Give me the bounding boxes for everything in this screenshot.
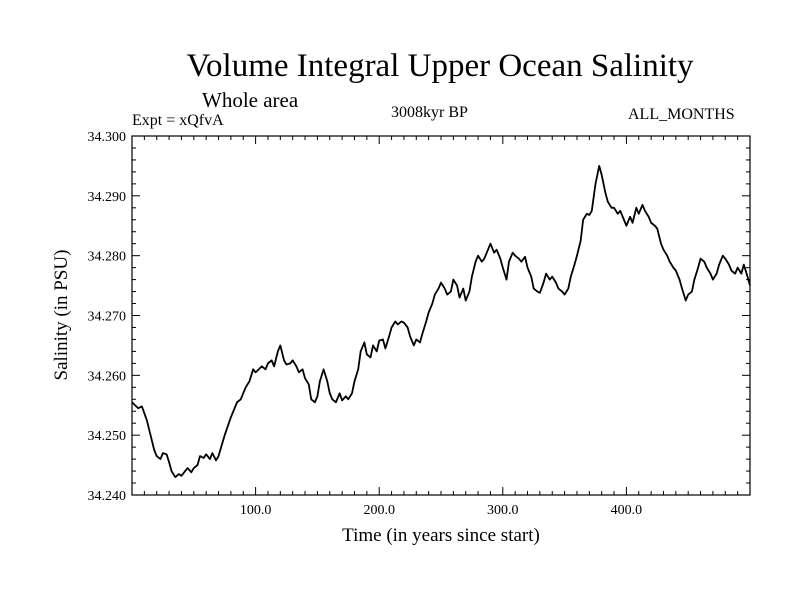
y-tick-label: 34.300 <box>88 130 127 145</box>
y-tick-label: 34.290 <box>88 190 127 205</box>
x-axis-ticks: 100.0 200.0 300.0 400.0 <box>143 136 739 518</box>
chart-subtitle: Whole area <box>202 88 299 112</box>
y-tick-label: 34.270 <box>88 310 127 325</box>
series-layer <box>131 165 751 478</box>
x-tick-label: 100.0 <box>240 503 272 518</box>
x-tick-label: 400.0 <box>611 503 643 518</box>
x-tick-label: 300.0 <box>487 503 519 518</box>
months-label: ALL_MONTHS <box>628 106 735 123</box>
y-tick-label: 34.280 <box>88 250 127 265</box>
y-tick-label: 34.260 <box>88 369 127 384</box>
y-axis-label: Salinity (in PSU) <box>51 250 72 381</box>
y-tick-label: 34.250 <box>88 429 127 444</box>
y-tick-label: 34.240 <box>88 489 127 504</box>
y-axis-ticks: 34.240 34.250 34.260 34.270 34.280 34.290 34.3… <box>88 130 750 504</box>
series-line-salinity <box>131 165 751 478</box>
period-label: 3008kyr BP <box>391 104 468 121</box>
experiment-label: Expt = xQfvA <box>132 112 224 129</box>
x-axis-label: Time (in years since start) <box>342 525 540 546</box>
chart-title: Volume Integral Upper Ocean Salinity <box>186 48 694 84</box>
x-tick-label: 200.0 <box>363 503 395 518</box>
plot-frame <box>131 135 751 496</box>
